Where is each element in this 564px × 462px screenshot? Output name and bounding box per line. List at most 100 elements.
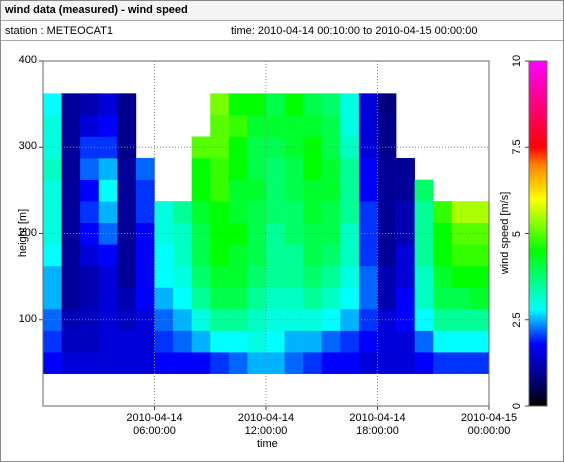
heat-cell: [135, 179, 155, 202]
heat-cell: [117, 352, 137, 374]
heat-cell: [266, 222, 285, 245]
heat-cell: [470, 352, 490, 374]
colorbar-tick-label: 5: [511, 230, 523, 237]
heat-cell: [358, 158, 378, 180]
heat-cell: [191, 136, 211, 159]
heat-cell: [43, 179, 62, 202]
heat-cell: [247, 93, 267, 116]
heat-cell: [117, 330, 137, 353]
heat-cell: [228, 158, 248, 180]
heat-cell: [98, 136, 118, 159]
plot-frame: [42, 60, 490, 407]
heat-cell: [210, 244, 230, 267]
heat-cell: [61, 136, 81, 159]
heat-cell: [266, 93, 285, 116]
heat-cell: [228, 287, 248, 310]
heat-cell: [396, 201, 415, 224]
heat-cell: [266, 158, 285, 180]
heat-cell: [377, 244, 397, 267]
heat-cell: [284, 222, 304, 245]
heat-cell: [266, 201, 285, 224]
heat-cell: [61, 308, 81, 331]
heat-cell: [284, 158, 304, 180]
heat-cell: [266, 265, 285, 288]
heat-cell: [61, 179, 81, 202]
heat-cell: [358, 352, 378, 374]
heat-cell: [43, 265, 62, 288]
heat-cell: [210, 179, 230, 202]
heat-cell: [154, 330, 174, 353]
heat-cell: [451, 352, 471, 374]
heat-cell: [80, 308, 100, 331]
heat-cell: [284, 287, 304, 310]
x-tick-label: 2010-04-14 06:00:00: [126, 412, 183, 437]
heat-cell: [173, 308, 192, 331]
heat-cell: [358, 244, 378, 267]
heat-cell: [396, 244, 415, 267]
heat-cell: [266, 244, 285, 267]
heat-cell: [135, 201, 155, 224]
heat-cell: [80, 244, 100, 267]
heat-cell: [191, 352, 211, 374]
heat-cell: [358, 222, 378, 245]
time-range: time: 2010-04-14 00:10:00 to 2010-04-15 …: [231, 25, 478, 37]
heat-cell: [61, 265, 81, 288]
heat-cell: [247, 158, 267, 180]
heat-cell: [303, 308, 323, 331]
heat-cell: [98, 158, 118, 180]
heat-cell: [80, 179, 100, 202]
heat-cell: [358, 287, 378, 310]
heat-cell: [358, 201, 378, 224]
heat-cell: [284, 93, 304, 116]
heat-cell: [154, 244, 174, 267]
heat-cell: [303, 352, 323, 374]
x-tick-label: 2010-04-14 18:00:00: [349, 412, 406, 437]
heat-cell: [80, 265, 100, 288]
heat-cell: [135, 330, 155, 353]
heat-cell: [135, 244, 155, 267]
heat-cell: [117, 179, 137, 202]
heat-cell: [303, 287, 323, 310]
heat-cell: [377, 308, 397, 331]
heat-cell: [154, 265, 174, 288]
heat-cell: [340, 158, 360, 180]
heat-cell: [321, 93, 341, 116]
heat-cell: [321, 201, 341, 224]
heat-cell: [80, 201, 100, 224]
heat-cell: [228, 244, 248, 267]
heat-cell: [210, 330, 230, 353]
heat-cell: [377, 136, 397, 159]
heat-cell: [43, 201, 62, 224]
heat-cell: [284, 114, 304, 137]
heat-cell: [470, 222, 490, 245]
heat-cell: [61, 201, 81, 224]
heat-cell: [303, 244, 323, 267]
y-tick-label: 100: [18, 312, 37, 325]
colorbar-tick-label: 2.5: [511, 312, 523, 328]
heat-cell: [61, 222, 81, 245]
heat-cell: [358, 265, 378, 288]
heat-cell: [98, 179, 118, 202]
heat-cell: [247, 330, 267, 353]
heat-cell: [470, 330, 490, 353]
heat-cell: [340, 93, 360, 116]
heat-cell: [303, 179, 323, 202]
heat-cell: [396, 352, 415, 374]
heat-cell: [340, 352, 360, 374]
heat-cell: [303, 330, 323, 353]
heat-cell: [266, 287, 285, 310]
heat-cell: [154, 287, 174, 310]
heat-cell: [284, 136, 304, 159]
heat-cell: [266, 308, 285, 331]
heat-cell: [284, 244, 304, 267]
heat-cell: [61, 287, 81, 310]
heat-cell: [303, 158, 323, 180]
heat-cell: [117, 136, 137, 159]
heat-cell: [377, 158, 397, 180]
heat-cell: [135, 287, 155, 310]
heat-cell: [191, 308, 211, 331]
heat-cell: [396, 265, 415, 288]
heat-cell: [117, 287, 137, 310]
heat-cell: [154, 201, 174, 224]
